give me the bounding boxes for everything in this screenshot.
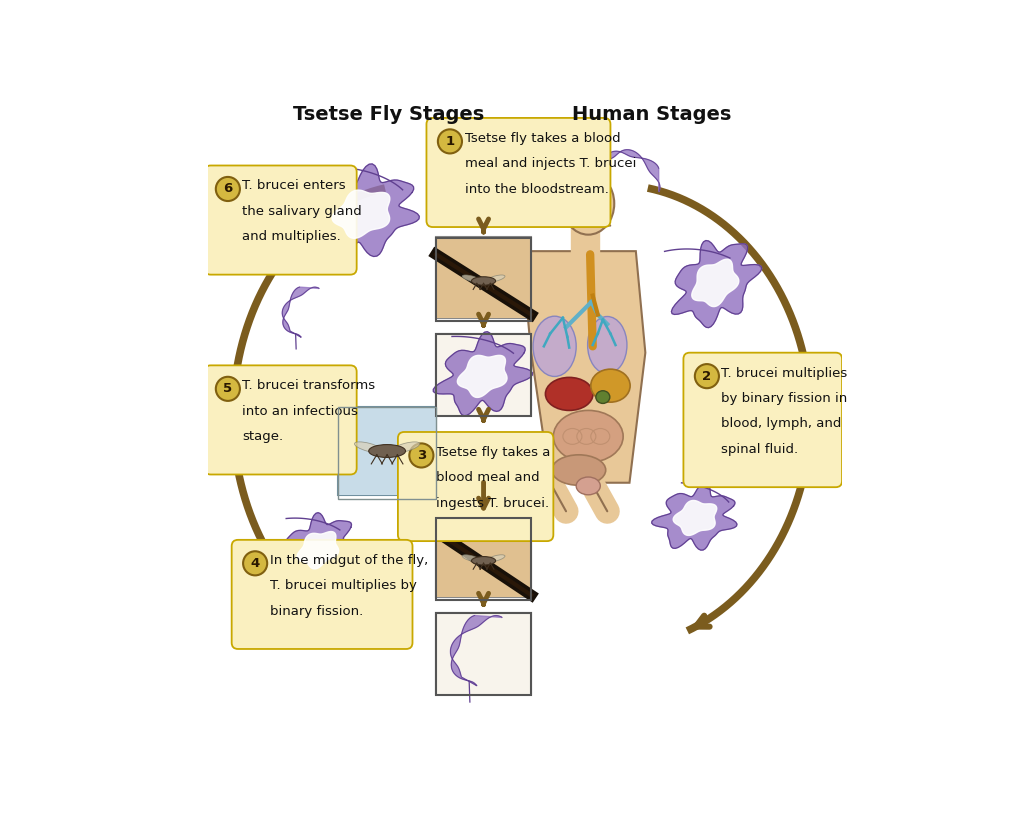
Circle shape [695,364,719,388]
FancyBboxPatch shape [436,237,531,318]
Text: Tsetse fly takes a: Tsetse fly takes a [436,446,550,459]
Text: Tsetse Fly Stages: Tsetse Fly Stages [293,105,484,124]
Text: 4: 4 [251,557,260,570]
FancyBboxPatch shape [205,166,356,274]
FancyBboxPatch shape [338,406,436,495]
Text: meal and injects T. brucei: meal and injects T. brucei [465,157,636,171]
Text: the salivary gland: the salivary gland [243,205,362,218]
Ellipse shape [596,391,610,404]
Ellipse shape [462,555,481,562]
Polygon shape [651,482,737,550]
Ellipse shape [591,369,630,402]
Ellipse shape [486,275,505,282]
Ellipse shape [354,442,383,453]
Ellipse shape [564,174,599,199]
FancyBboxPatch shape [436,613,531,694]
Polygon shape [297,531,339,569]
Text: Tsetse fly takes a blood: Tsetse fly takes a blood [465,132,621,145]
Text: and multiplies.: and multiplies. [243,230,341,243]
Text: into the bloodstream.: into the bloodstream. [465,183,608,195]
FancyBboxPatch shape [338,406,436,495]
Circle shape [216,377,240,401]
Ellipse shape [553,410,624,462]
FancyBboxPatch shape [683,353,842,487]
Text: 3: 3 [417,449,426,462]
FancyBboxPatch shape [436,237,531,318]
Ellipse shape [534,316,577,377]
Text: ingests T. brucei.: ingests T. brucei. [436,497,549,510]
Text: 1: 1 [445,135,455,147]
FancyBboxPatch shape [398,432,553,541]
Text: Human Stages: Human Stages [572,105,731,124]
Text: stage.: stage. [243,430,284,443]
Polygon shape [715,368,774,417]
Polygon shape [433,332,532,415]
Text: 2: 2 [702,370,712,382]
Ellipse shape [462,275,481,282]
Ellipse shape [546,377,593,410]
Polygon shape [451,616,502,686]
Polygon shape [256,404,302,452]
Circle shape [216,177,240,201]
FancyBboxPatch shape [436,335,531,414]
FancyBboxPatch shape [436,335,531,414]
Text: 6: 6 [223,182,232,195]
Ellipse shape [588,316,627,373]
Polygon shape [332,190,390,238]
Polygon shape [458,355,507,397]
Polygon shape [673,500,717,536]
Ellipse shape [471,556,496,565]
Ellipse shape [552,455,606,485]
Text: blood, lymph, and: blood, lymph, and [722,418,842,430]
Text: spinal fluid.: spinal fluid. [722,442,799,456]
Polygon shape [692,260,738,307]
Text: T. brucei multiplies by: T. brucei multiplies by [269,579,417,592]
Ellipse shape [486,555,505,562]
FancyBboxPatch shape [436,517,531,597]
Text: T. brucei enters: T. brucei enters [243,180,346,193]
FancyBboxPatch shape [231,540,413,649]
Text: T. brucei transforms: T. brucei transforms [243,379,376,392]
FancyBboxPatch shape [426,118,610,227]
FancyBboxPatch shape [205,365,356,475]
Text: binary fission.: binary fission. [269,605,362,617]
Circle shape [410,443,433,467]
Text: 5: 5 [223,382,232,396]
Text: T. brucei multiplies: T. brucei multiplies [722,367,848,380]
Ellipse shape [562,172,614,235]
Ellipse shape [569,172,607,210]
Polygon shape [521,251,645,483]
Ellipse shape [577,477,600,494]
Polygon shape [278,513,359,585]
Text: by binary fission in: by binary fission in [722,392,848,405]
Text: In the midgut of the fly,: In the midgut of the fly, [269,554,428,567]
Ellipse shape [391,442,420,453]
Polygon shape [303,164,419,258]
Ellipse shape [471,277,496,285]
Text: into an infectious: into an infectious [243,405,358,418]
Polygon shape [283,287,319,337]
FancyBboxPatch shape [571,224,599,255]
Circle shape [438,129,462,153]
Circle shape [243,551,267,575]
Ellipse shape [369,445,406,457]
FancyBboxPatch shape [436,517,531,597]
Polygon shape [599,150,659,192]
Polygon shape [672,241,762,328]
FancyBboxPatch shape [436,613,531,694]
Text: blood meal and: blood meal and [436,471,540,485]
